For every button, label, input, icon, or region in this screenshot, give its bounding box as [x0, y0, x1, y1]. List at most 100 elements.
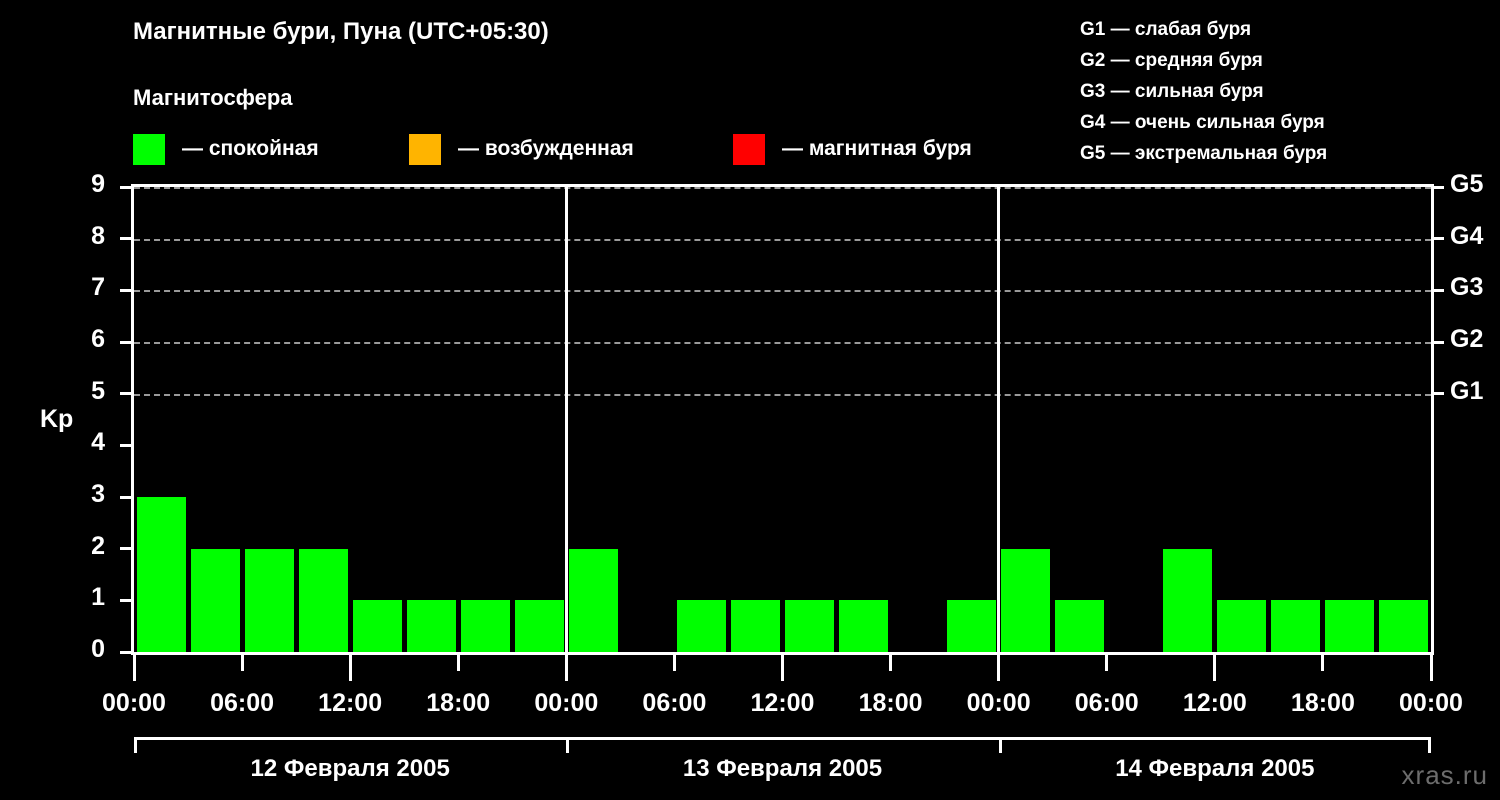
y-tick-label-0: 0	[91, 635, 105, 663]
gscale-code: G2	[1080, 50, 1106, 71]
x-tick-label-9: 06:00	[1074, 689, 1139, 717]
quiet-swatch	[133, 133, 165, 165]
g-tick-label-g4: G4	[1450, 221, 1484, 250]
day-separator-2	[997, 187, 1001, 652]
plot-area	[131, 184, 1434, 655]
bar	[460, 600, 510, 652]
gscale-code: G4	[1080, 112, 1106, 133]
bar	[1055, 600, 1105, 652]
x-tick-mark-4	[564, 655, 568, 681]
x-tick-mark-12	[1429, 655, 1433, 681]
y-tick-mark-2	[120, 547, 131, 551]
gscale-row-g3: G3 — сильная буря	[1062, 76, 1482, 107]
gscale-row-g1: G1 — слабая буря	[1062, 14, 1482, 45]
day-bracket-line-3	[998, 737, 1431, 740]
x-tick-mark-7	[889, 655, 893, 671]
x-tick-mark-5	[672, 655, 676, 671]
bar	[1163, 548, 1213, 652]
gscale-description: — сильная буря	[1105, 81, 1264, 102]
x-tick-label-12: 00:00	[1399, 689, 1463, 717]
g-tick-mark-g5	[1433, 185, 1444, 189]
legend-entry-1: — возбужденная	[409, 133, 634, 165]
gscale-description: — средняя буря	[1105, 50, 1263, 71]
x-tick-mark-2	[348, 655, 352, 681]
bar	[298, 548, 348, 652]
plot-inner	[134, 187, 1431, 652]
x-tick-mark-0	[132, 655, 136, 681]
storm-swatch	[733, 133, 765, 165]
y-tick-label-7: 7	[91, 273, 105, 302]
page-title: Магнитные бури, Пуна (UTC+05:30)	[133, 18, 549, 45]
y-tick-label-4: 4	[91, 428, 105, 457]
gscale-code: G1	[1080, 19, 1106, 40]
x-tick-label-2: 12:00	[318, 689, 383, 717]
g-tick-mark-g4	[1433, 237, 1444, 241]
x-tick-mark-10	[1213, 655, 1217, 681]
gscale-description: — слабая буря	[1105, 19, 1252, 40]
bar	[244, 548, 294, 652]
y-tick-label-3: 3	[91, 480, 105, 508]
gridline-kp-8	[134, 238, 1431, 241]
legend-label: — возбужденная	[458, 137, 634, 160]
gscale-code: G5	[1080, 143, 1106, 164]
bar	[514, 600, 564, 652]
day-bracket-line-2	[566, 737, 999, 740]
g-tick-label-g2: G2	[1450, 325, 1484, 353]
g-tick-label-g3: G3	[1450, 273, 1484, 302]
day-brackets	[131, 737, 1434, 753]
y-tick-mark-8	[120, 237, 131, 241]
x-tick-label-4: 00:00	[534, 689, 599, 717]
legend-label: — спокойная	[182, 137, 319, 160]
x-tick-label-7: 18:00	[858, 689, 923, 717]
y-tick-mark-6	[120, 340, 131, 344]
y-tick-label-2: 2	[91, 531, 105, 560]
gscale-row-g2: G2 — средняя буря	[1062, 45, 1482, 76]
bar	[1325, 600, 1375, 652]
day-bracket-tick-end	[1428, 737, 1431, 753]
x-tick-mark-9	[1105, 655, 1109, 671]
bar	[785, 600, 835, 652]
x-tick-label-6: 12:00	[750, 689, 815, 717]
x-tick-label-10: 12:00	[1182, 689, 1247, 717]
watermark: xras.ru	[1401, 760, 1488, 790]
unsettled-swatch	[409, 133, 441, 165]
x-tick-label-5: 06:00	[642, 689, 707, 717]
gscale-description: — экстремальная буря	[1105, 143, 1328, 164]
bar	[839, 600, 889, 652]
legend-entry-0: — спокойная	[133, 133, 319, 165]
x-tick-mark-8	[997, 655, 1001, 681]
bar	[1271, 600, 1321, 652]
bar	[136, 497, 186, 652]
bar	[1217, 600, 1267, 652]
x-tick-mark-3	[456, 655, 460, 671]
g-tick-label-g1: G1	[1450, 376, 1484, 405]
day-separator-1	[564, 187, 568, 652]
gridline-kp-7	[134, 290, 1431, 293]
gridline-kp-9	[134, 187, 1431, 189]
y-tick-mark-5	[120, 392, 131, 396]
x-tick-label-0: 00:00	[102, 689, 166, 717]
y-tick-label-9: 9	[91, 170, 105, 198]
x-tick-label-11: 18:00	[1290, 689, 1355, 717]
y-tick-label-1: 1	[91, 583, 105, 612]
g-tick-mark-g1	[1433, 392, 1444, 396]
day-bracket-tick-1	[566, 737, 570, 753]
bar	[190, 548, 240, 652]
bar	[1379, 600, 1429, 652]
magnetosphere-subtitle: Магнитосфера	[133, 85, 293, 110]
day-label-3: 14 Февраля 2005	[1115, 755, 1315, 782]
x-tick-mark-6	[781, 655, 784, 681]
gscale-description: — очень сильная буря	[1105, 112, 1325, 133]
y-tick-label-6: 6	[91, 325, 105, 353]
legend-entry-2: — магнитная буря	[733, 133, 972, 165]
x-tick-label-1: 06:00	[210, 689, 275, 717]
gscale-legend: G1 — слабая буря G2 — средняя буря G3 — си…	[1062, 14, 1482, 169]
bar	[947, 600, 997, 652]
gscale-row-g4: G4 — очень сильная буря	[1062, 107, 1482, 138]
legend-label: — магнитная буря	[782, 137, 972, 160]
day-label-1: 12 Февраля 2005	[250, 755, 450, 782]
x-tick-label-3: 18:00	[426, 689, 491, 717]
y-tick-label-5: 5	[91, 376, 105, 405]
bar	[1001, 548, 1051, 652]
gridline-kp-6	[134, 342, 1431, 344]
